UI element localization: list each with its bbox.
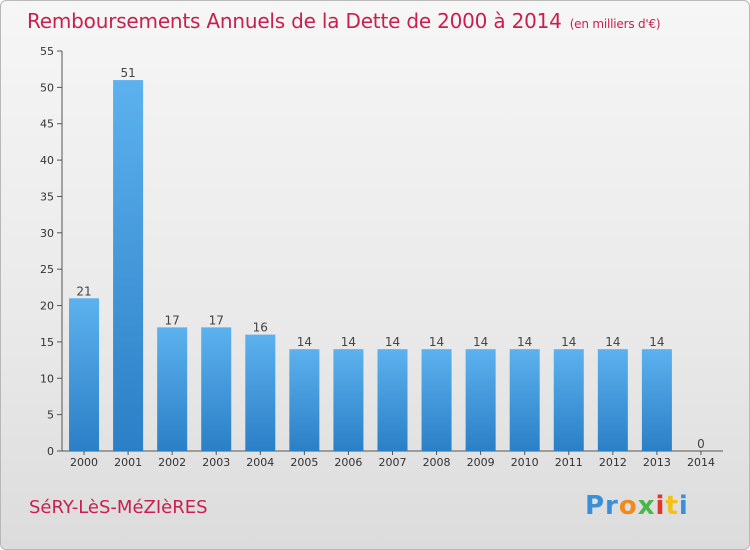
logo-part: o <box>618 491 638 521</box>
data-label: 17 <box>165 313 180 327</box>
bar <box>157 327 188 451</box>
bars: 21 51 17 17 16 14 14 14 14 14 14 14 14 14 0 <box>69 66 705 451</box>
logo-part: Pr <box>585 491 619 521</box>
data-label: 14 <box>517 335 532 349</box>
x-tick-label: 2011 <box>555 456 583 469</box>
chart-title: Remboursements Annuels de la Dette de 20… <box>27 9 661 33</box>
bar <box>69 298 100 451</box>
x-tick-label: 2003 <box>202 456 230 469</box>
data-label: 16 <box>253 321 268 335</box>
bar <box>597 349 628 451</box>
y-tick-label: 10 <box>40 372 54 385</box>
y-tick-label: 50 <box>40 81 54 94</box>
y-tick-label: 55 <box>40 45 54 58</box>
bar <box>245 334 276 451</box>
logo-part: i <box>678 491 689 521</box>
y-tick-label: 40 <box>40 154 54 167</box>
x-tick-label: 2002 <box>158 456 186 469</box>
data-label: 14 <box>297 335 312 349</box>
x-tick-label: 2010 <box>511 456 539 469</box>
data-label: 14 <box>605 335 620 349</box>
data-label: 14 <box>429 335 444 349</box>
y-tick-label: 20 <box>40 300 54 313</box>
x-tick-label: 2013 <box>643 456 671 469</box>
bar <box>201 327 232 451</box>
x-tick-label: 2004 <box>246 456 274 469</box>
chart-subtitle: (en milliers d'€) <box>569 17 661 31</box>
data-label: 21 <box>76 284 91 298</box>
x-tick-label: 2001 <box>114 456 142 469</box>
y-tick-label: 45 <box>40 118 54 131</box>
data-label: 14 <box>473 335 488 349</box>
y-tick-label: 5 <box>47 409 54 422</box>
y-tick-label: 15 <box>40 336 54 349</box>
data-label: 17 <box>209 313 224 327</box>
bar <box>641 349 672 451</box>
data-label: 0 <box>697 437 705 451</box>
logo-part: i <box>655 491 666 521</box>
x-tick-label: 2008 <box>423 456 451 469</box>
commune-name: SéRY-LèS-MéZIèRES <box>29 497 208 518</box>
bar <box>113 80 144 451</box>
x-tick-label: 2007 <box>379 456 407 469</box>
x-tick-label: 2009 <box>467 456 495 469</box>
bar <box>289 349 320 451</box>
bar <box>377 349 408 451</box>
data-label: 14 <box>341 335 356 349</box>
bar <box>465 349 496 451</box>
proxiti-logo: Proxiti <box>585 491 689 521</box>
x-tick-label: 2006 <box>334 456 362 469</box>
bar <box>509 349 540 451</box>
y-tick-label: 25 <box>40 263 54 276</box>
bar <box>553 349 584 451</box>
data-label: 14 <box>561 335 576 349</box>
x-tick-label: 2014 <box>687 456 715 469</box>
logo-part: x <box>637 491 656 521</box>
data-label: 14 <box>385 335 400 349</box>
chart-title-text: Remboursements Annuels de la Dette de 20… <box>27 9 562 33</box>
bar <box>421 349 452 451</box>
y-tick-label: 30 <box>40 227 54 240</box>
x-tick-label: 2005 <box>290 456 318 469</box>
y-tick-label: 35 <box>40 190 54 203</box>
bar <box>333 349 364 451</box>
data-label: 14 <box>649 335 664 349</box>
x-tick-label: 2012 <box>599 456 627 469</box>
x-tick-label: 2000 <box>70 456 98 469</box>
y-tick-label: 0 <box>47 445 54 458</box>
logo-part: t <box>665 491 679 521</box>
data-label: 51 <box>120 66 135 80</box>
